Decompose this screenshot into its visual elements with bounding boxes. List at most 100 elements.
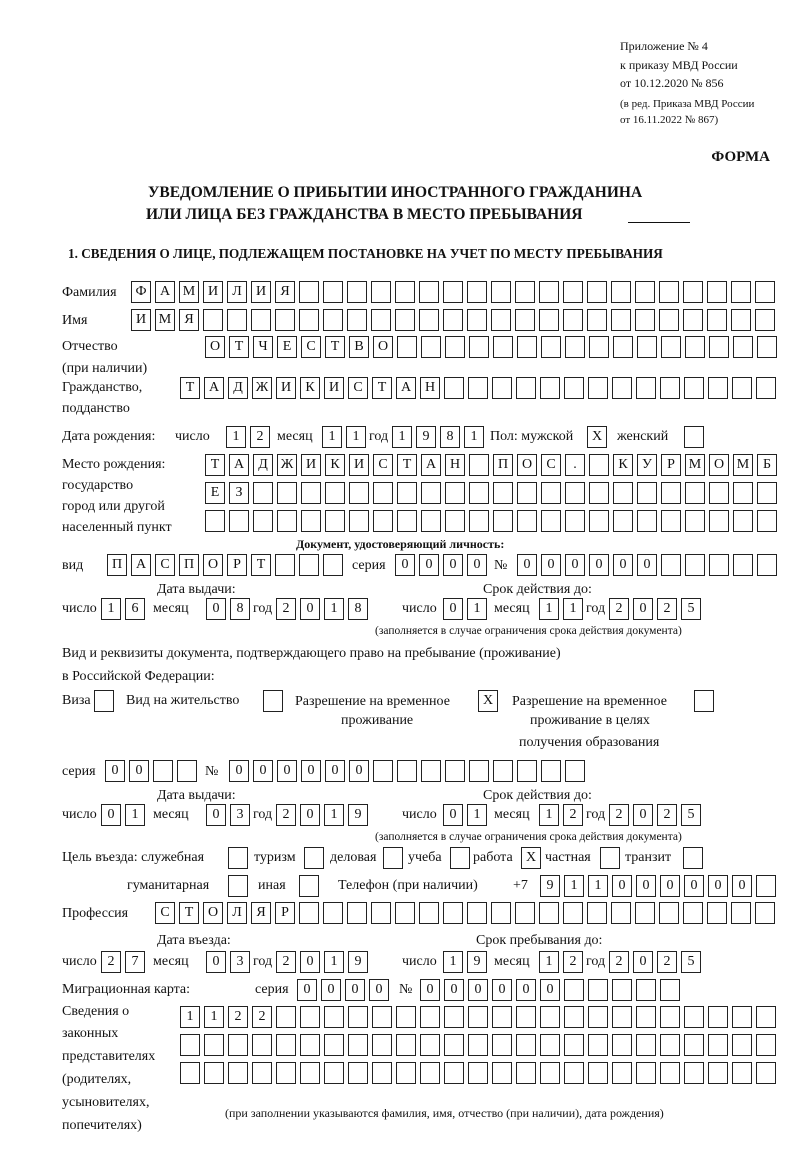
char-cell[interactable] bbox=[299, 875, 319, 897]
char-cell[interactable]: 0 bbox=[101, 804, 121, 826]
char-cell[interactable]: 0 bbox=[613, 554, 633, 576]
char-cell[interactable]: 0 bbox=[420, 979, 440, 1001]
char-cell[interactable] bbox=[491, 309, 511, 331]
char-cell[interactable]: П bbox=[493, 454, 513, 476]
char-cell[interactable]: П bbox=[107, 554, 127, 576]
char-cell[interactable] bbox=[253, 510, 273, 532]
char-cell[interactable] bbox=[443, 281, 463, 303]
char-cell[interactable] bbox=[756, 1062, 776, 1084]
char-cell[interactable] bbox=[420, 1062, 440, 1084]
char-cell[interactable] bbox=[732, 1034, 752, 1056]
char-cell[interactable]: С bbox=[373, 454, 393, 476]
char-cell[interactable] bbox=[612, 1034, 632, 1056]
char-cell[interactable]: О bbox=[709, 454, 729, 476]
char-cell[interactable] bbox=[755, 309, 775, 331]
char-cell[interactable] bbox=[755, 902, 775, 924]
char-cell[interactable] bbox=[565, 482, 585, 504]
char-cell[interactable] bbox=[733, 510, 753, 532]
char-cell[interactable] bbox=[660, 979, 680, 1001]
char-cell[interactable] bbox=[263, 690, 283, 712]
char-cell[interactable]: 0 bbox=[206, 598, 226, 620]
char-cell[interactable]: О bbox=[373, 336, 393, 358]
char-cell[interactable] bbox=[611, 309, 631, 331]
char-cell[interactable]: 1 bbox=[125, 804, 145, 826]
char-cell[interactable]: И bbox=[276, 377, 296, 399]
char-cell[interactable]: 0 bbox=[105, 760, 125, 782]
char-cell[interactable]: 8 bbox=[440, 426, 460, 448]
char-cell[interactable] bbox=[660, 1006, 680, 1028]
char-cell[interactable]: 2 bbox=[609, 951, 629, 973]
char-cell[interactable] bbox=[611, 902, 631, 924]
char-cell[interactable] bbox=[564, 1062, 584, 1084]
char-cell[interactable] bbox=[540, 1006, 560, 1028]
char-cell[interactable]: Е bbox=[277, 336, 297, 358]
char-cell[interactable]: Т bbox=[180, 377, 200, 399]
char-cell[interactable] bbox=[468, 1062, 488, 1084]
char-cell[interactable] bbox=[492, 377, 512, 399]
char-cell[interactable]: 0 bbox=[684, 875, 704, 897]
char-cell[interactable]: 0 bbox=[633, 804, 653, 826]
char-cell[interactable] bbox=[757, 336, 777, 358]
char-cell[interactable] bbox=[539, 309, 559, 331]
char-cell[interactable]: 2 bbox=[563, 804, 583, 826]
char-cell[interactable] bbox=[732, 1062, 752, 1084]
char-cell[interactable] bbox=[611, 281, 631, 303]
char-cell[interactable]: 0 bbox=[129, 760, 149, 782]
char-cell[interactable]: 0 bbox=[541, 554, 561, 576]
char-cell[interactable] bbox=[469, 760, 489, 782]
birthplace-field-3[interactable] bbox=[205, 510, 777, 532]
char-cell[interactable] bbox=[203, 309, 223, 331]
char-cell[interactable]: Е bbox=[205, 482, 225, 504]
char-cell[interactable] bbox=[565, 510, 585, 532]
char-cell[interactable] bbox=[756, 377, 776, 399]
char-cell[interactable]: 2 bbox=[609, 804, 629, 826]
char-cell[interactable]: 2 bbox=[101, 951, 121, 973]
char-cell[interactable]: 2 bbox=[657, 804, 677, 826]
char-cell[interactable] bbox=[683, 847, 703, 869]
char-cell[interactable]: 1 bbox=[563, 598, 583, 620]
char-cell[interactable] bbox=[396, 1034, 416, 1056]
char-cell[interactable]: А bbox=[396, 377, 416, 399]
char-cell[interactable]: 1 bbox=[467, 804, 487, 826]
char-cell[interactable]: 1 bbox=[588, 875, 608, 897]
char-cell[interactable]: Л bbox=[227, 281, 247, 303]
char-cell[interactable]: Т bbox=[372, 377, 392, 399]
char-cell[interactable]: X bbox=[478, 690, 498, 712]
char-cell[interactable]: 5 bbox=[681, 598, 701, 620]
char-cell[interactable] bbox=[541, 482, 561, 504]
char-cell[interactable]: 0 bbox=[612, 875, 632, 897]
char-cell[interactable] bbox=[299, 902, 319, 924]
char-cell[interactable] bbox=[94, 690, 114, 712]
char-cell[interactable] bbox=[397, 482, 417, 504]
char-cell[interactable] bbox=[445, 510, 465, 532]
char-cell[interactable] bbox=[565, 760, 585, 782]
char-cell[interactable] bbox=[613, 336, 633, 358]
char-cell[interactable] bbox=[587, 281, 607, 303]
char-cell[interactable] bbox=[683, 281, 703, 303]
char-cell[interactable]: О bbox=[203, 902, 223, 924]
char-cell[interactable] bbox=[252, 1034, 272, 1056]
char-cell[interactable]: Р bbox=[227, 554, 247, 576]
char-cell[interactable]: К bbox=[325, 454, 345, 476]
char-cell[interactable]: 3 bbox=[230, 951, 250, 973]
sex-male-checkbox[interactable]: X bbox=[587, 426, 607, 448]
char-cell[interactable] bbox=[253, 482, 273, 504]
sex-female-checkbox[interactable] bbox=[684, 426, 704, 448]
char-cell[interactable]: И bbox=[301, 454, 321, 476]
char-cell[interactable] bbox=[396, 1062, 416, 1084]
char-cell[interactable]: 2 bbox=[276, 598, 296, 620]
char-cell[interactable]: У bbox=[637, 454, 657, 476]
char-cell[interactable] bbox=[348, 1062, 368, 1084]
char-cell[interactable] bbox=[383, 847, 403, 869]
char-cell[interactable]: И bbox=[349, 454, 369, 476]
char-cell[interactable]: 0 bbox=[345, 979, 365, 1001]
char-cell[interactable] bbox=[684, 1062, 704, 1084]
